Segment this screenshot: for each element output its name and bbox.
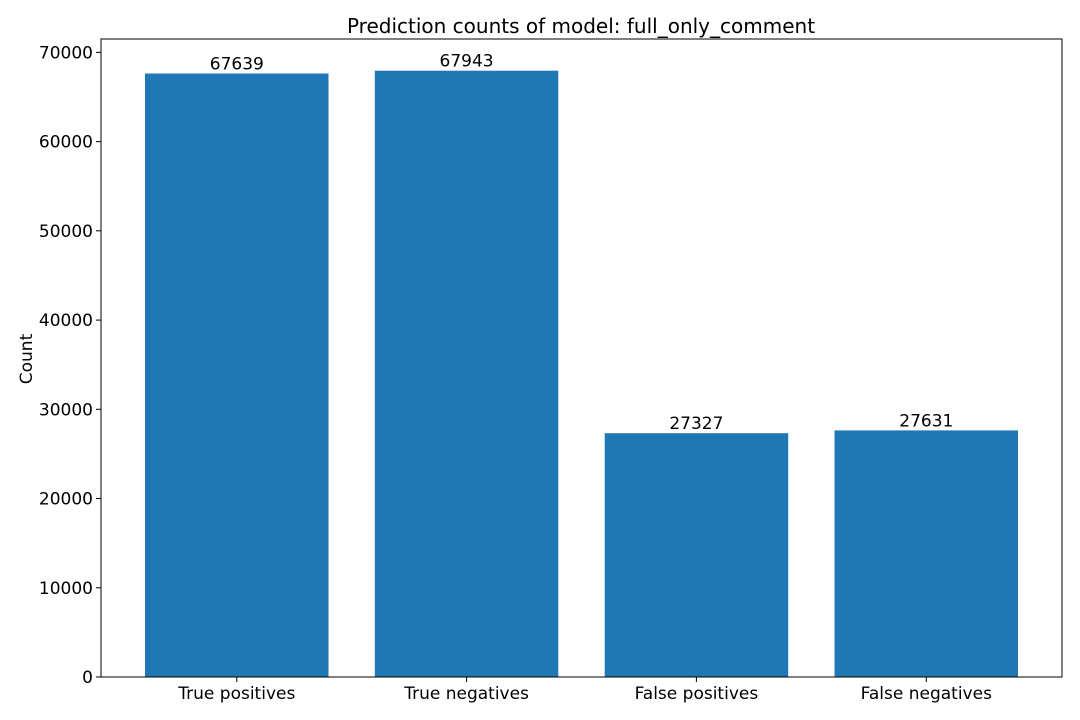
bars-group: [145, 70, 1018, 677]
x-tick-label: False negatives: [861, 684, 992, 704]
y-axis-label: Count: [17, 333, 37, 384]
bar-false-positives: [604, 433, 789, 677]
value-label: 67943: [440, 52, 494, 72]
y-tick-label: 10000: [39, 579, 93, 599]
bar-true-negatives: [374, 70, 559, 677]
y-tick-label: 60000: [39, 133, 93, 153]
value-label: 67639: [210, 55, 264, 75]
x-tick-label: True negatives: [403, 684, 529, 704]
y-tick-label: 0: [82, 668, 93, 688]
x-tick-label: True positives: [177, 684, 295, 704]
x-tick-label: False positives: [635, 684, 759, 704]
y-tick-label: 70000: [39, 43, 93, 63]
y-tick-label: 20000: [39, 490, 93, 510]
y-tick-label: 40000: [39, 311, 93, 331]
bar-false-negatives: [834, 430, 1018, 677]
bar-true-positives: [145, 73, 329, 677]
x-axis-ticks: True positives True negatives False positi…: [177, 677, 992, 704]
y-tick-label: 50000: [39, 222, 93, 242]
chart-title: Prediction counts of model: full_only_co…: [347, 14, 815, 38]
y-axis-ticks: 0 10000 20000 30000 40000 50000 60000 70000: [39, 43, 101, 688]
plot-frame: [100, 38, 1063, 678]
y-tick-label: 30000: [39, 400, 93, 420]
value-label: 27631: [899, 411, 953, 431]
value-label: 27327: [669, 414, 723, 434]
value-labels-group: 67639 67943 27327 27631: [210, 52, 954, 435]
